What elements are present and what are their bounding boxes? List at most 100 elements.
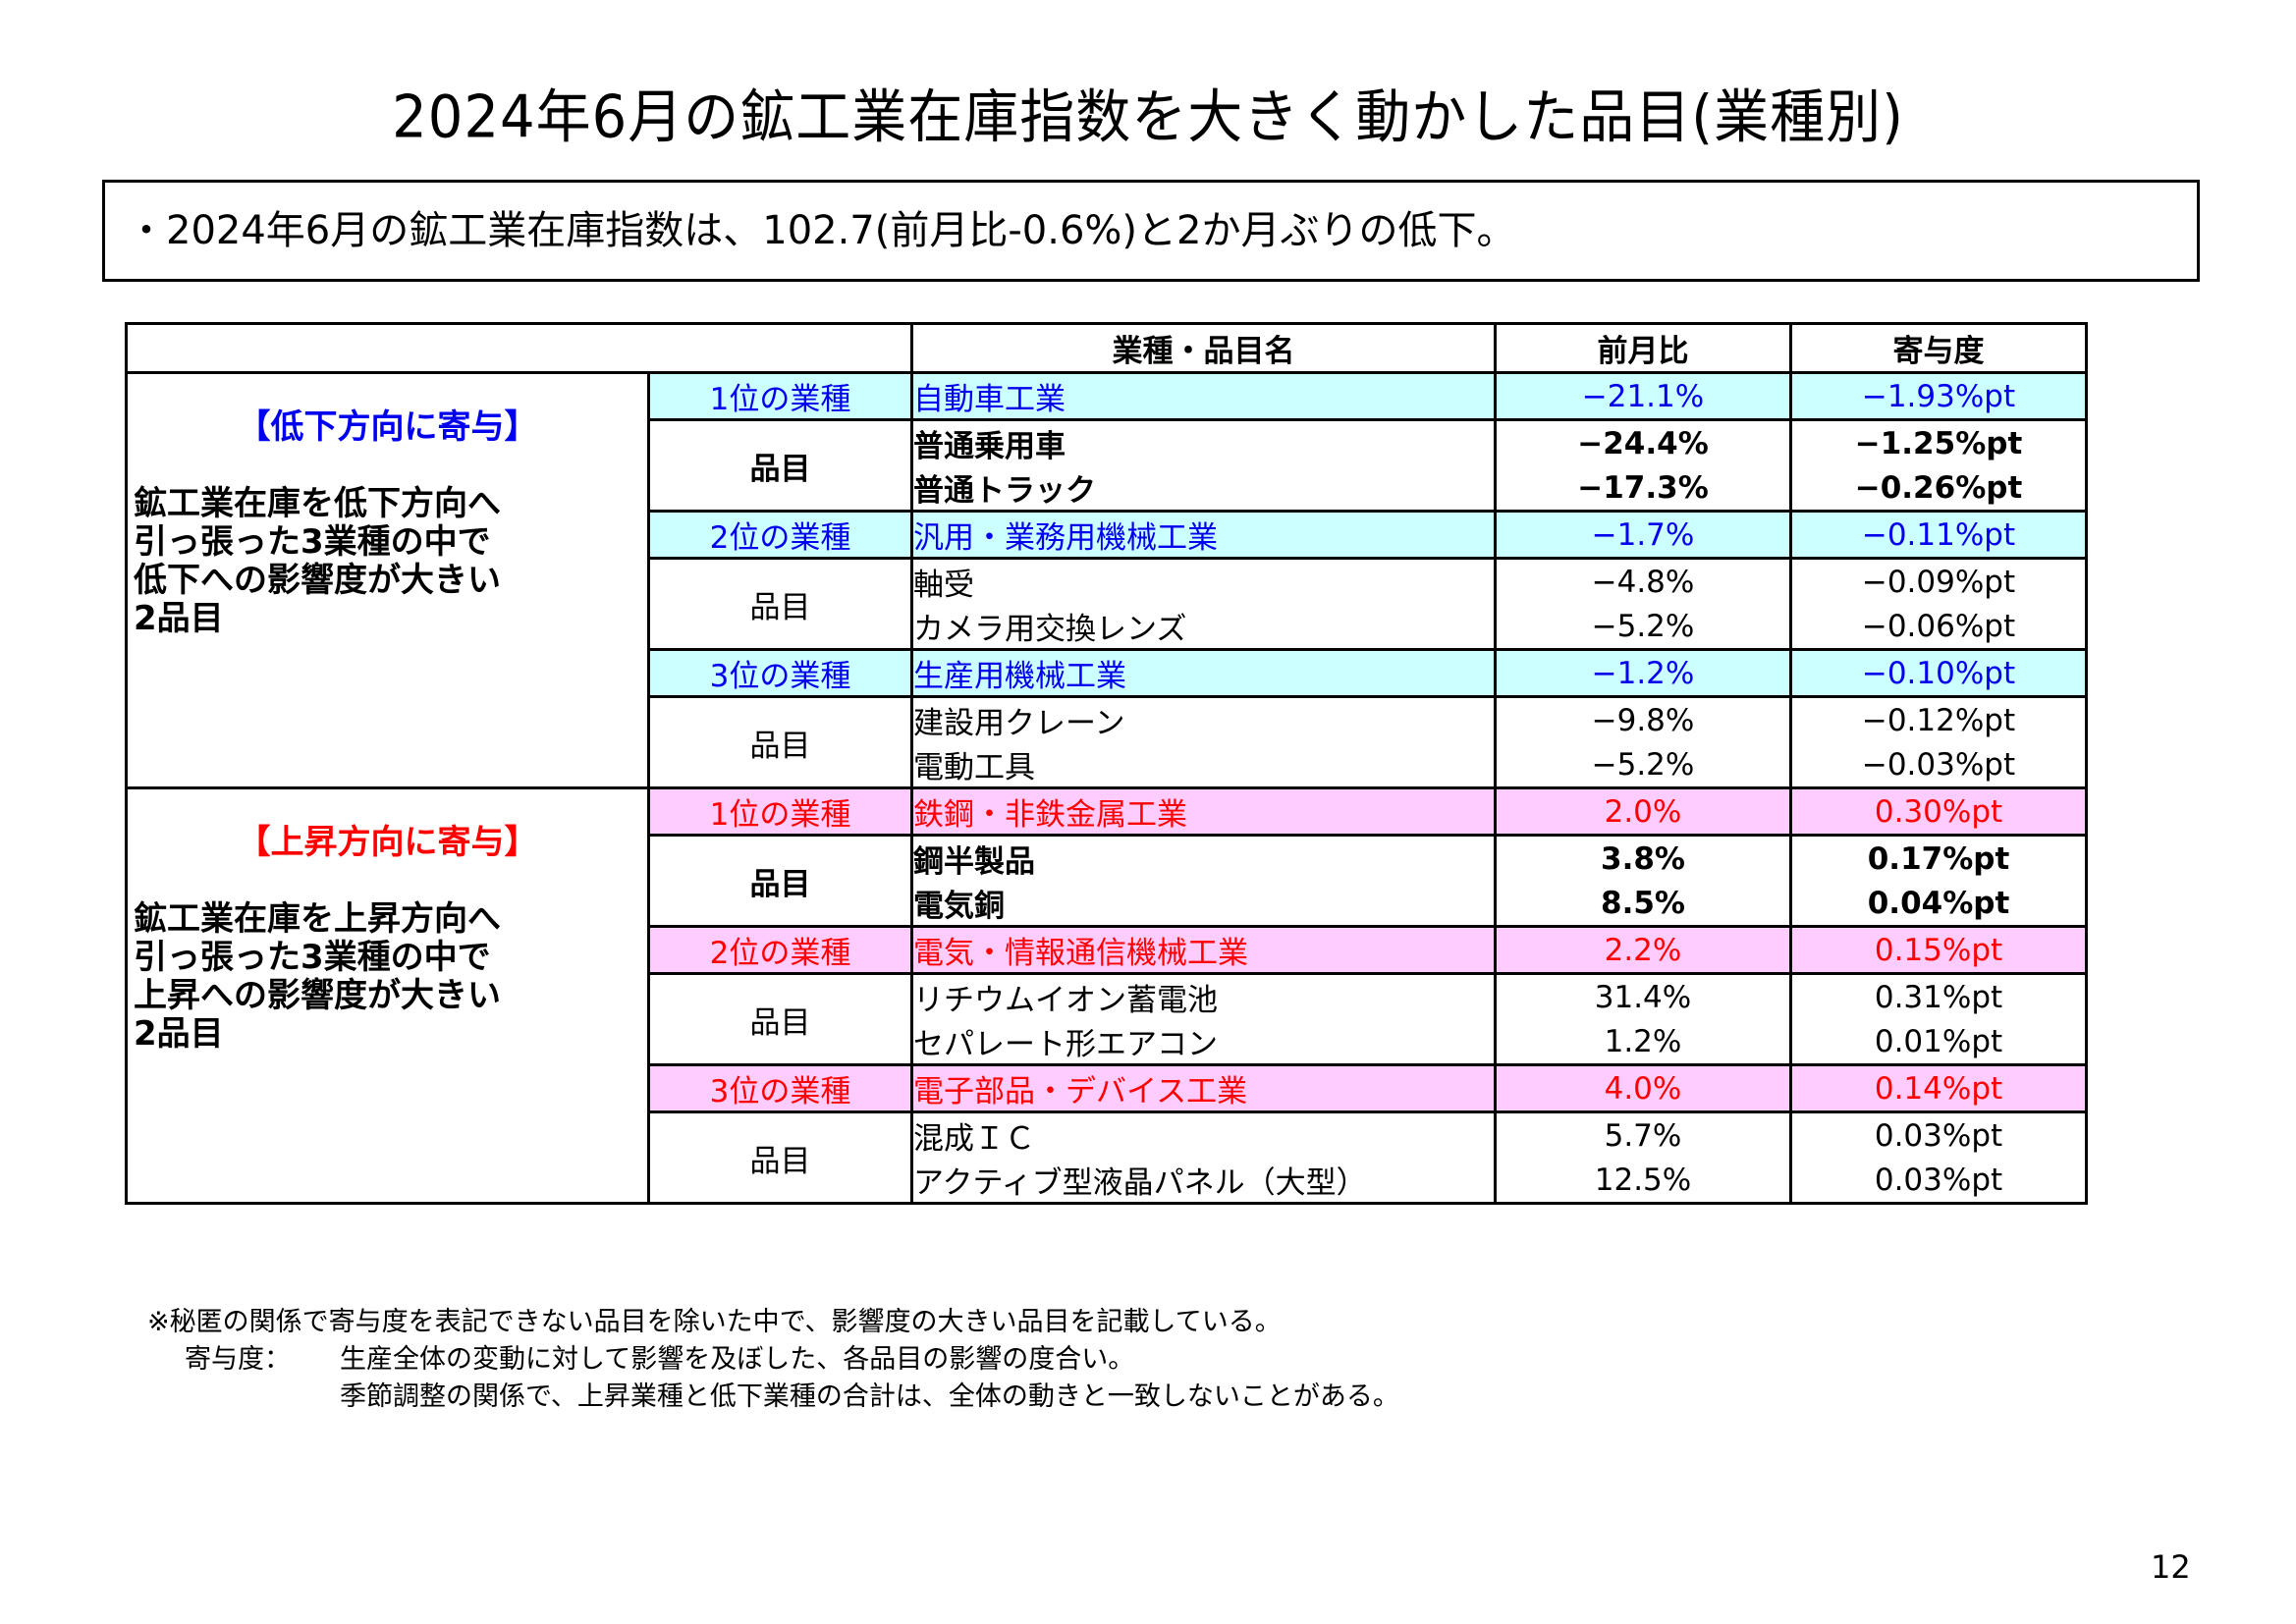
item-row: セパレート形エアコン 1.2% 0.01%pt bbox=[127, 1019, 2088, 1066]
industry-rank: 3位の業種 bbox=[647, 648, 913, 698]
item-contrib: 0.04%pt bbox=[1789, 881, 2088, 928]
desc-line: 引っ張った3業種の中で bbox=[134, 522, 491, 562]
item-label: 品目 bbox=[647, 695, 913, 789]
group-down-title: 【低下方向に寄与】 bbox=[237, 407, 538, 447]
industry-row: 2位の業種 汎用・業務用機械工業 −1.7% −0.11%pt bbox=[127, 510, 2088, 560]
header-blank bbox=[125, 322, 913, 374]
industry-mom: 2.0% bbox=[1494, 786, 1792, 837]
desc-line: 鉱工業在庫を低下方向へ bbox=[134, 484, 501, 523]
item-row: 品目 リチウムイオン蓄電池 31.4% 0.31%pt bbox=[127, 972, 2088, 1066]
item-name: 電動工具 bbox=[910, 742, 1497, 789]
footnote-line: ※秘匿の関係で寄与度を表記できない品目を除いた中で、影響度の大きい品目を記載して… bbox=[147, 1307, 1282, 1337]
industry-name: 自動車工業 bbox=[910, 371, 1497, 421]
contribution-table: 業種・品目名 前月比 寄与度 【低下方向に寄与】 鉱工業在庫を低下方向へ 引っ張… bbox=[125, 322, 2088, 1205]
item-mom: −4.8% bbox=[1494, 557, 1792, 604]
industry-mom: −1.7% bbox=[1494, 510, 1792, 560]
item-contrib: 0.17%pt bbox=[1789, 834, 2088, 881]
footnote-line: 季節調整の関係で、上昇業種と低下業種の合計は、全体の動きと一致しないことがある。 bbox=[340, 1381, 1399, 1412]
header-name: 業種・品目名 bbox=[910, 322, 1497, 374]
item-name: 普通乗用車 bbox=[910, 418, 1497, 465]
industry-rank: 1位の業種 bbox=[647, 371, 913, 421]
footnotes: ※秘匿の関係で寄与度を表記できない品目を除いた中で、影響度の大きい品目を記載して… bbox=[147, 1304, 1399, 1416]
industry-row: 【低下方向に寄与】 鉱工業在庫を低下方向へ 引っ張った3業種の中で 低下への影響… bbox=[125, 371, 2088, 789]
item-contrib: −0.26%pt bbox=[1789, 465, 2088, 513]
item-mom: −5.2% bbox=[1494, 742, 1792, 789]
item-row: 品目 鋼半製品 3.8% 0.17%pt bbox=[127, 834, 2088, 928]
page-number: 12 bbox=[2151, 1548, 2191, 1586]
group-up-cell: 【上昇方向に寄与】 鉱工業在庫を上昇方向へ 引っ張った3業種の中で 上昇への影響… bbox=[125, 786, 650, 1205]
desc-line: 低下への影響度が大きい bbox=[134, 561, 501, 600]
industry-name: 電気・情報通信機械工業 bbox=[910, 925, 1497, 975]
item-name: 鋼半製品 bbox=[910, 834, 1497, 881]
item-name: リチウムイオン蓄電池 bbox=[910, 972, 1497, 1019]
industry-rank: 3位の業種 bbox=[647, 1063, 913, 1113]
industry-contrib: −0.11%pt bbox=[1789, 510, 2088, 560]
group-down-desc: 鉱工業在庫を低下方向へ 引っ張った3業種の中で 低下への影響度が大きい 2品目 bbox=[130, 484, 646, 638]
desc-line: 鉱工業在庫を上昇方向へ bbox=[134, 899, 501, 939]
industry-mom: 2.2% bbox=[1494, 925, 1792, 975]
item-name: アクティブ型液晶パネル（大型） bbox=[910, 1158, 1497, 1205]
industry-name: 鉄鋼・非鉄金属工業 bbox=[910, 786, 1497, 837]
item-label: 品目 bbox=[647, 557, 913, 651]
item-name: 軸受 bbox=[910, 557, 1497, 604]
industry-contrib: 0.14%pt bbox=[1789, 1063, 2088, 1113]
item-contrib: −1.25%pt bbox=[1789, 418, 2088, 465]
item-row: 品目 混成ＩＣ 5.7% 0.03%pt bbox=[127, 1110, 2088, 1205]
item-mom: 5.7% bbox=[1494, 1110, 1792, 1158]
item-name: カメラ用交換レンズ bbox=[910, 604, 1497, 651]
header-mom: 前月比 bbox=[1494, 322, 1792, 374]
item-row: 電動工具 −5.2% −0.03%pt bbox=[127, 742, 2088, 789]
desc-line: 上昇への影響度が大きい bbox=[134, 976, 501, 1015]
item-name: 普通トラック bbox=[910, 465, 1497, 513]
footnote-text: 生産全体の変動に対して影響を及ぼした、各品目の影響の度合い。 bbox=[340, 1344, 1135, 1375]
industry-row: 3位の業種 生産用機械工業 −1.2% −0.10%pt bbox=[127, 648, 2088, 698]
item-row: アクティブ型液晶パネル（大型） 12.5% 0.03%pt bbox=[127, 1158, 2088, 1205]
desc-line: 引っ張った3業種の中で bbox=[134, 938, 491, 977]
footnote-line: 寄与度： 生産全体の変動に対して影響を及ぼした、各品目の影響の度合い。 bbox=[147, 1341, 1399, 1379]
item-name: 電気銅 bbox=[910, 881, 1497, 928]
page-title: 2024年6月の鉱工業在庫指数を大きく動かした品目(業種別) bbox=[392, 83, 1904, 152]
industry-contrib: 0.30%pt bbox=[1789, 786, 2088, 837]
item-mom: −9.8% bbox=[1494, 695, 1792, 742]
item-contrib: −0.09%pt bbox=[1789, 557, 2088, 604]
industry-rank: 2位の業種 bbox=[647, 925, 913, 975]
item-row: 品目 軸受 −4.8% −0.09%pt bbox=[127, 557, 2088, 651]
industry-contrib: −1.93%pt bbox=[1789, 371, 2088, 421]
header-row: 業種・品目名 前月比 寄与度 bbox=[125, 322, 2088, 374]
summary-box: ・2024年6月の鉱工業在庫指数は、102.7(前月比-0.6%)と2か月ぶりの… bbox=[102, 180, 2200, 282]
group-up-desc: 鉱工業在庫を上昇方向へ 引っ張った3業種の中で 上昇への影響度が大きい 2品目 bbox=[130, 899, 646, 1054]
item-mom: 1.2% bbox=[1494, 1019, 1792, 1066]
item-label: 品目 bbox=[647, 418, 913, 513]
industry-rank: 1位の業種 bbox=[647, 786, 913, 837]
group-down-cell: 【低下方向に寄与】 鉱工業在庫を低下方向へ 引っ張った3業種の中で 低下への影響… bbox=[125, 371, 650, 789]
item-label: 品目 bbox=[647, 1110, 913, 1205]
item-mom: −5.2% bbox=[1494, 604, 1792, 651]
item-contrib: 0.01%pt bbox=[1789, 1019, 2088, 1066]
item-mom: 12.5% bbox=[1494, 1158, 1792, 1205]
item-row: 普通トラック −17.3% −0.26%pt bbox=[127, 465, 2088, 513]
item-mom: 31.4% bbox=[1494, 972, 1792, 1019]
item-name: 建設用クレーン bbox=[910, 695, 1497, 742]
item-label: 品目 bbox=[647, 972, 913, 1066]
industry-name: 汎用・業務用機械工業 bbox=[910, 510, 1497, 560]
item-contrib: −0.12%pt bbox=[1789, 695, 2088, 742]
group-up-title: 【上昇方向に寄与】 bbox=[237, 823, 538, 862]
item-row: 電気銅 8.5% 0.04%pt bbox=[127, 881, 2088, 928]
item-row: カメラ用交換レンズ −5.2% −0.06%pt bbox=[127, 604, 2088, 651]
industry-contrib: 0.15%pt bbox=[1789, 925, 2088, 975]
industry-name: 生産用機械工業 bbox=[910, 648, 1497, 698]
item-contrib: 0.03%pt bbox=[1789, 1158, 2088, 1205]
desc-line: 2品目 bbox=[134, 1014, 224, 1054]
item-contrib: 0.03%pt bbox=[1789, 1110, 2088, 1158]
industry-mom: −1.2% bbox=[1494, 648, 1792, 698]
industry-rank: 2位の業種 bbox=[647, 510, 913, 560]
industry-row: 【上昇方向に寄与】 鉱工業在庫を上昇方向へ 引っ張った3業種の中で 上昇への影響… bbox=[125, 786, 2088, 1205]
item-mom: 8.5% bbox=[1494, 881, 1792, 928]
item-mom: 3.8% bbox=[1494, 834, 1792, 881]
item-name: 混成ＩＣ bbox=[910, 1110, 1497, 1158]
item-mom: −24.4% bbox=[1494, 418, 1792, 465]
item-row: 品目 建設用クレーン −9.8% −0.12%pt bbox=[127, 695, 2088, 789]
desc-line: 2品目 bbox=[134, 599, 224, 638]
item-contrib: −0.03%pt bbox=[1789, 742, 2088, 789]
item-label: 品目 bbox=[647, 834, 913, 928]
